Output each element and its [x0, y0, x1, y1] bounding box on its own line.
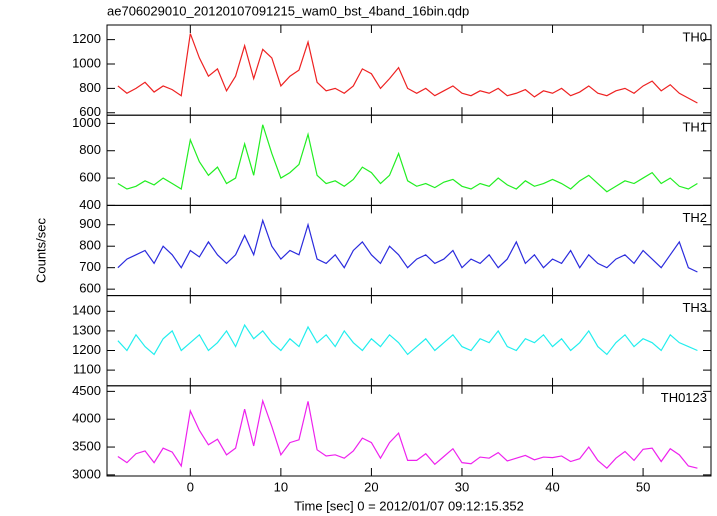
y-tick-label: 600	[79, 170, 101, 185]
y-tick-label: 1200	[72, 342, 101, 357]
y-tick-label: 800	[79, 80, 101, 95]
y-tick-label: 900	[79, 216, 101, 231]
y-tick-label: 700	[79, 259, 101, 274]
series-line	[117, 323, 698, 356]
x-tick-label: 10	[274, 479, 288, 494]
panel-frame	[106, 295, 712, 387]
y-tick-label: 4000	[72, 411, 101, 426]
series-line	[117, 124, 698, 193]
y-tick-label: 3500	[72, 438, 101, 453]
y-tick-label: 1100	[73, 362, 101, 377]
series-line	[117, 398, 698, 470]
y-tick-label: 4500	[72, 383, 101, 398]
y-tick-label: 1000	[72, 55, 101, 70]
y-tick-label: 800	[79, 238, 101, 253]
x-axis-label: Time [sec] 0 = 2012/01/07 09:12:15.352	[294, 498, 524, 513]
y-tick-label: 800	[79, 142, 101, 157]
y-tick-label: 400	[79, 197, 101, 212]
series-line	[117, 33, 698, 104]
panel-label: TH3	[682, 300, 707, 315]
panel-label: TH0123	[661, 390, 707, 405]
y-tick-label: 600	[79, 104, 101, 119]
panel-label: TH0	[682, 29, 707, 44]
chart-title: ae706029010_20120107091215_wam0_bst_4ban…	[107, 3, 469, 18]
x-tick-label: 40	[545, 479, 559, 494]
y-tick-label: 600	[79, 281, 101, 296]
y-tick-label: 1200	[72, 31, 101, 46]
x-tick-label: 30	[455, 479, 469, 494]
panel-label: TH2	[682, 210, 707, 225]
y-tick-label: 3000	[72, 466, 101, 481]
y-tick-label: 1300	[72, 322, 101, 337]
panel-label: TH1	[682, 120, 707, 135]
y-tick-label: 1000	[72, 115, 101, 130]
panel-frame	[106, 24, 712, 116]
x-tick-label: 20	[364, 479, 378, 494]
y-tick-label: 1400	[72, 303, 101, 318]
panel-frame	[106, 114, 712, 206]
panel-frame	[106, 204, 712, 297]
x-tick-label: 0	[187, 479, 194, 494]
x-tick-label: 50	[636, 479, 650, 494]
series-line	[117, 218, 698, 273]
y-axis-label: Counts/sec	[33, 217, 48, 283]
panel-frame	[106, 385, 712, 477]
